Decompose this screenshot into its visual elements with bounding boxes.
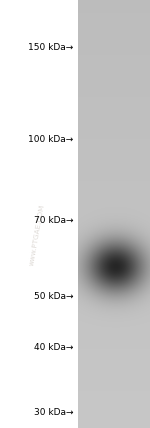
Text: 150 kDa→: 150 kDa→ (28, 43, 74, 52)
Text: 30 kDa→: 30 kDa→ (34, 408, 74, 417)
Text: 70 kDa→: 70 kDa→ (34, 216, 74, 225)
Text: 100 kDa→: 100 kDa→ (28, 135, 74, 144)
Text: 40 kDa→: 40 kDa→ (34, 343, 74, 352)
Text: www.PTGAE.COM: www.PTGAE.COM (29, 204, 46, 267)
Text: 50 kDa→: 50 kDa→ (34, 292, 74, 301)
